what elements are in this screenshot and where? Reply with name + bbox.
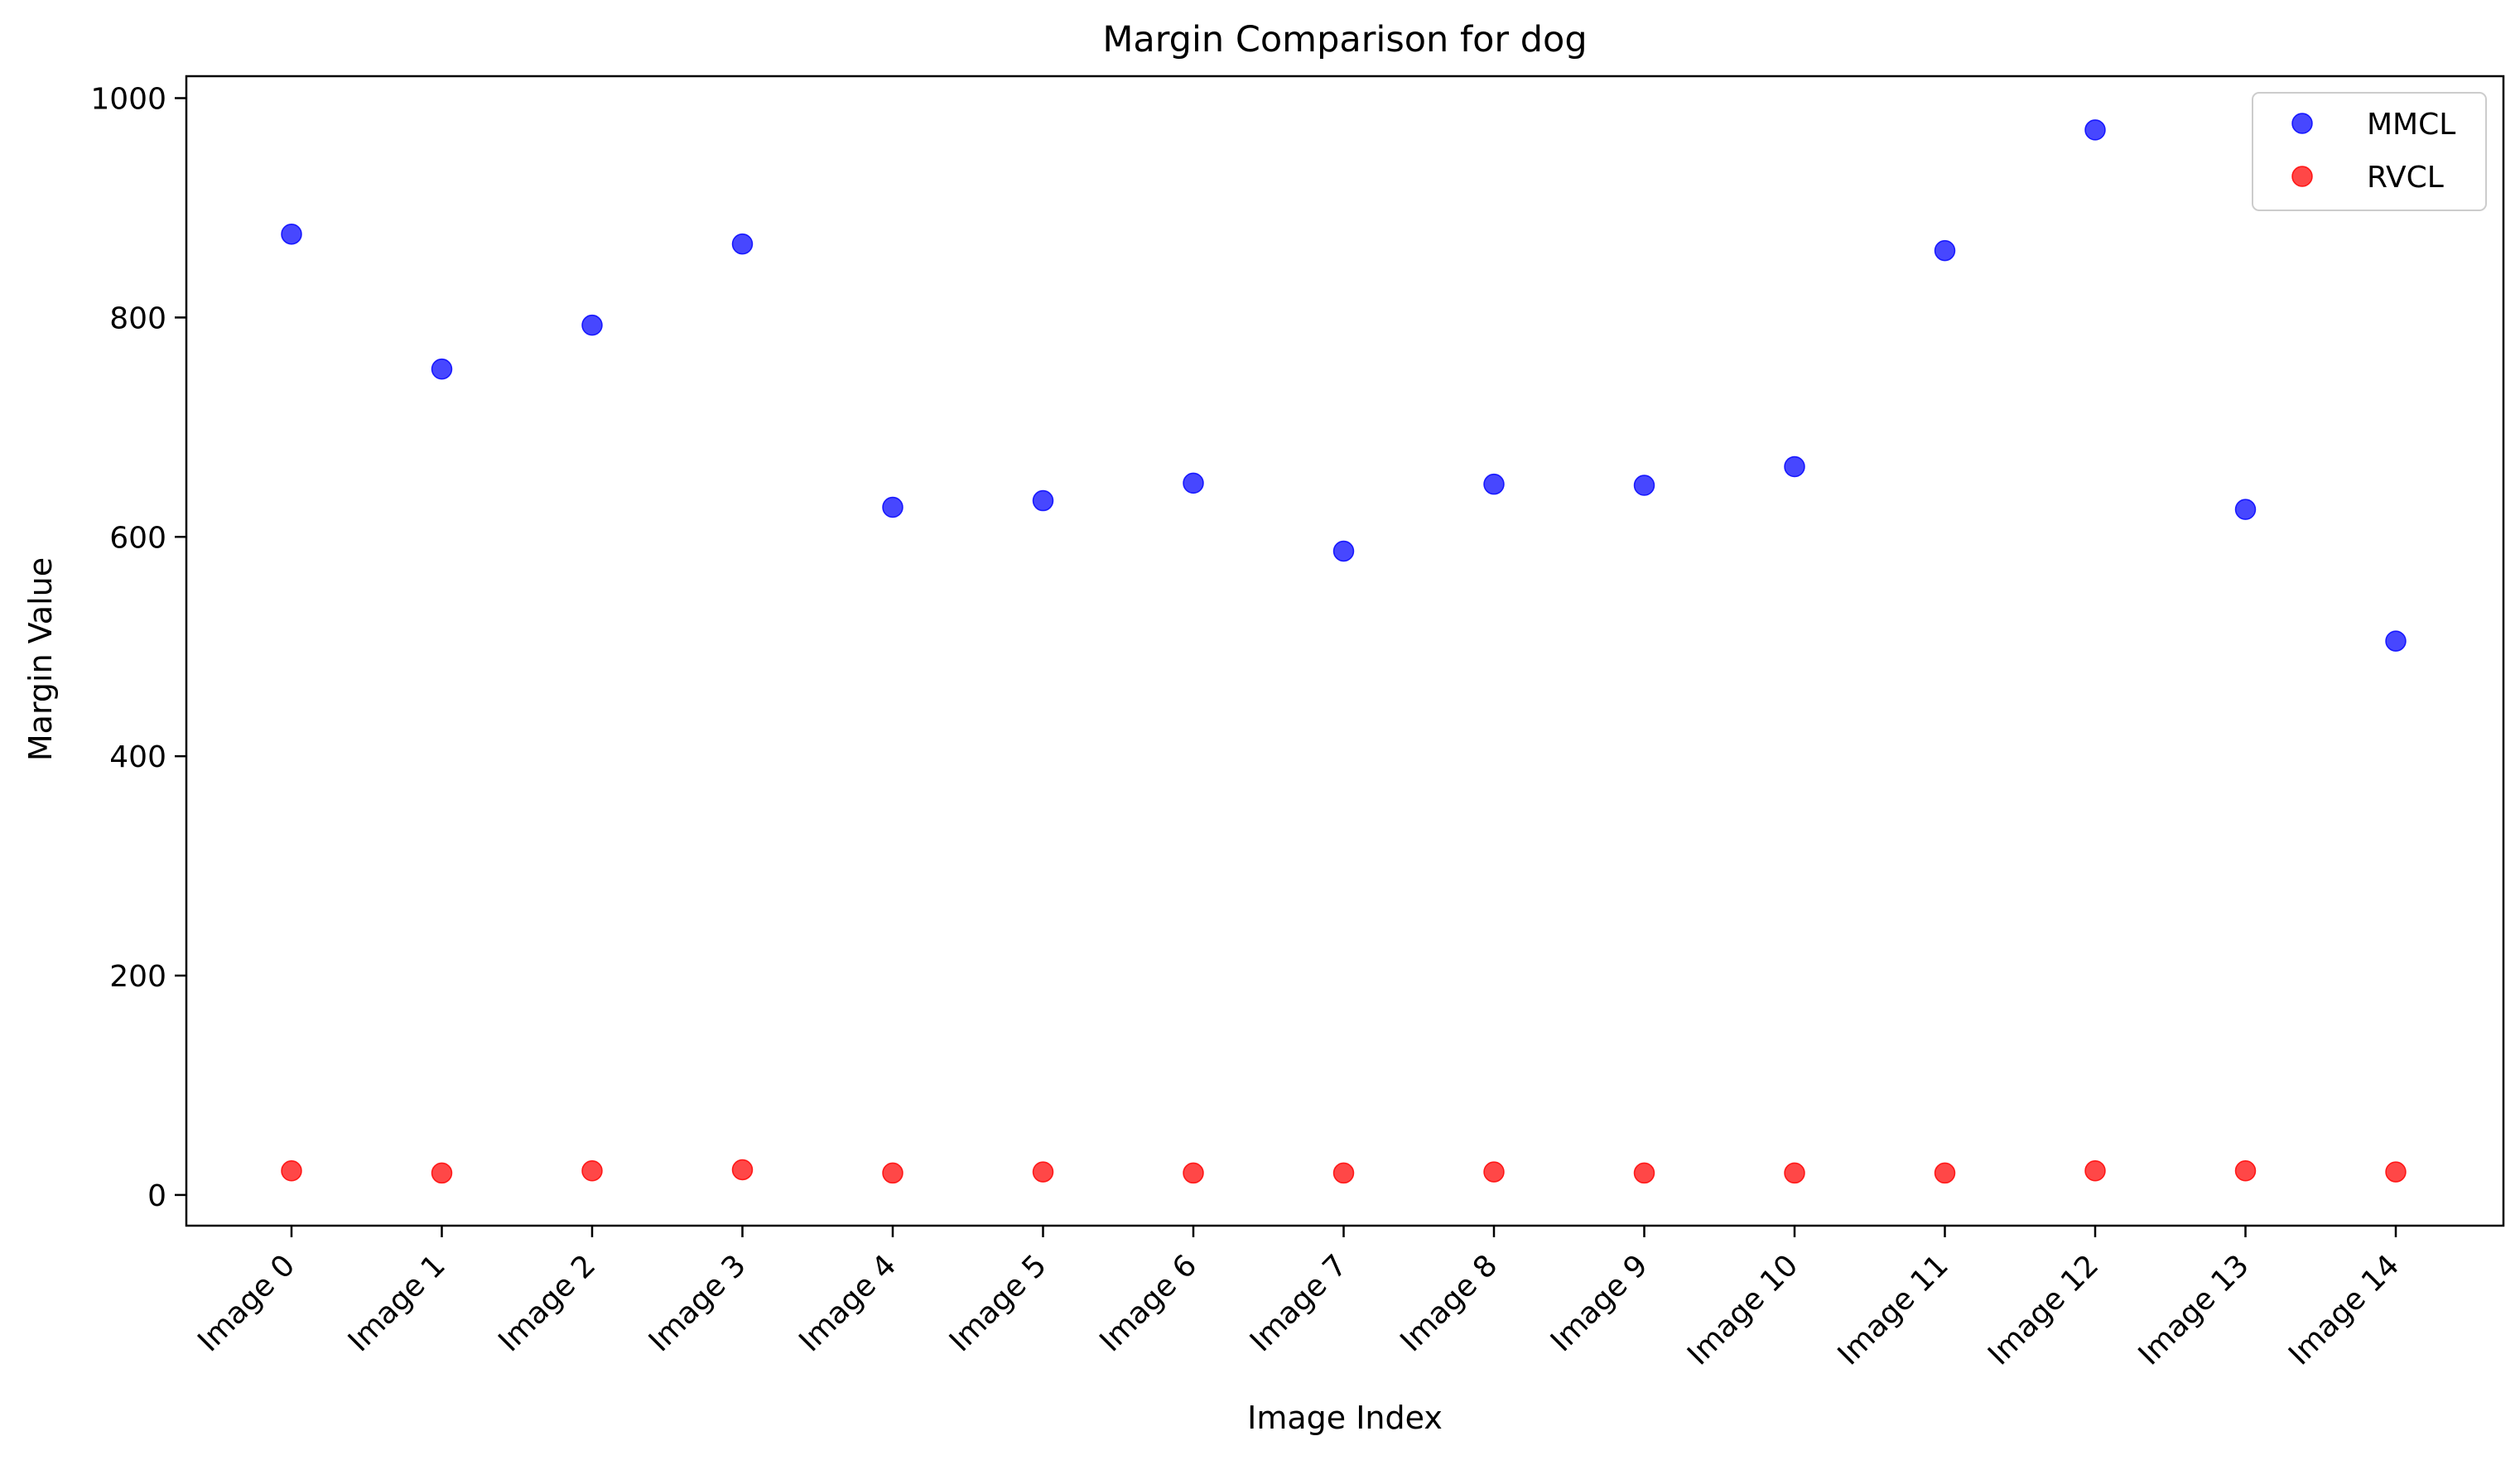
legend-marker-rvcl xyxy=(2291,166,2313,187)
point-mmcl xyxy=(2084,119,2106,141)
point-rvcl xyxy=(1784,1162,1805,1184)
point-rvcl xyxy=(1633,1162,1655,1184)
y-tick-label: 200 xyxy=(109,960,166,994)
y-tick-label: 1000 xyxy=(90,82,166,116)
point-rvcl xyxy=(2234,1160,2257,1182)
data-points xyxy=(281,119,2407,1184)
point-rvcl xyxy=(2084,1160,2106,1182)
legend-marker-mmcl xyxy=(2291,113,2313,134)
point-rvcl xyxy=(1483,1161,1505,1183)
y-tick-label: 400 xyxy=(109,740,166,774)
point-mmcl xyxy=(281,223,302,245)
point-rvcl xyxy=(281,1160,302,1182)
legend-label-mmcl: MMCL xyxy=(2367,108,2455,142)
point-rvcl xyxy=(731,1159,754,1181)
y-tick-label: 0 xyxy=(147,1179,166,1213)
point-mmcl xyxy=(1784,455,1805,478)
point-rvcl xyxy=(882,1162,903,1184)
point-mmcl xyxy=(731,233,754,255)
point-mmcl xyxy=(882,496,903,518)
point-mmcl xyxy=(1934,239,1956,262)
y-axis-ticks: 0 200 400 600 800 1000 xyxy=(90,82,186,1213)
point-mmcl xyxy=(2385,630,2407,652)
point-rvcl xyxy=(1934,1162,1956,1184)
point-mmcl xyxy=(1032,489,1054,512)
legend: MMCL RVCL xyxy=(2252,92,2487,211)
point-rvcl xyxy=(431,1162,453,1184)
point-mmcl xyxy=(1332,540,1355,562)
chart-title: Margin Comparison for dog xyxy=(1102,19,1587,60)
point-mmcl xyxy=(1633,475,1655,496)
point-rvcl xyxy=(1032,1161,1054,1183)
point-mmcl xyxy=(1483,473,1505,495)
plot-area-frame xyxy=(185,75,2505,1227)
y-axis-label: Margin Value xyxy=(22,557,59,761)
point-rvcl xyxy=(1183,1162,1204,1184)
x-axis-label: Image Index xyxy=(1247,1400,1443,1436)
point-mmcl xyxy=(431,358,453,380)
point-mmcl xyxy=(2234,499,2257,520)
point-rvcl xyxy=(581,1160,603,1182)
point-rvcl xyxy=(1332,1162,1355,1184)
y-tick-label: 600 xyxy=(109,521,166,555)
y-tick-label: 800 xyxy=(109,301,166,335)
point-mmcl xyxy=(581,314,603,336)
point-rvcl xyxy=(2385,1161,2407,1183)
point-mmcl xyxy=(1183,472,1204,494)
legend-label-rvcl: RVCL xyxy=(2367,161,2444,195)
